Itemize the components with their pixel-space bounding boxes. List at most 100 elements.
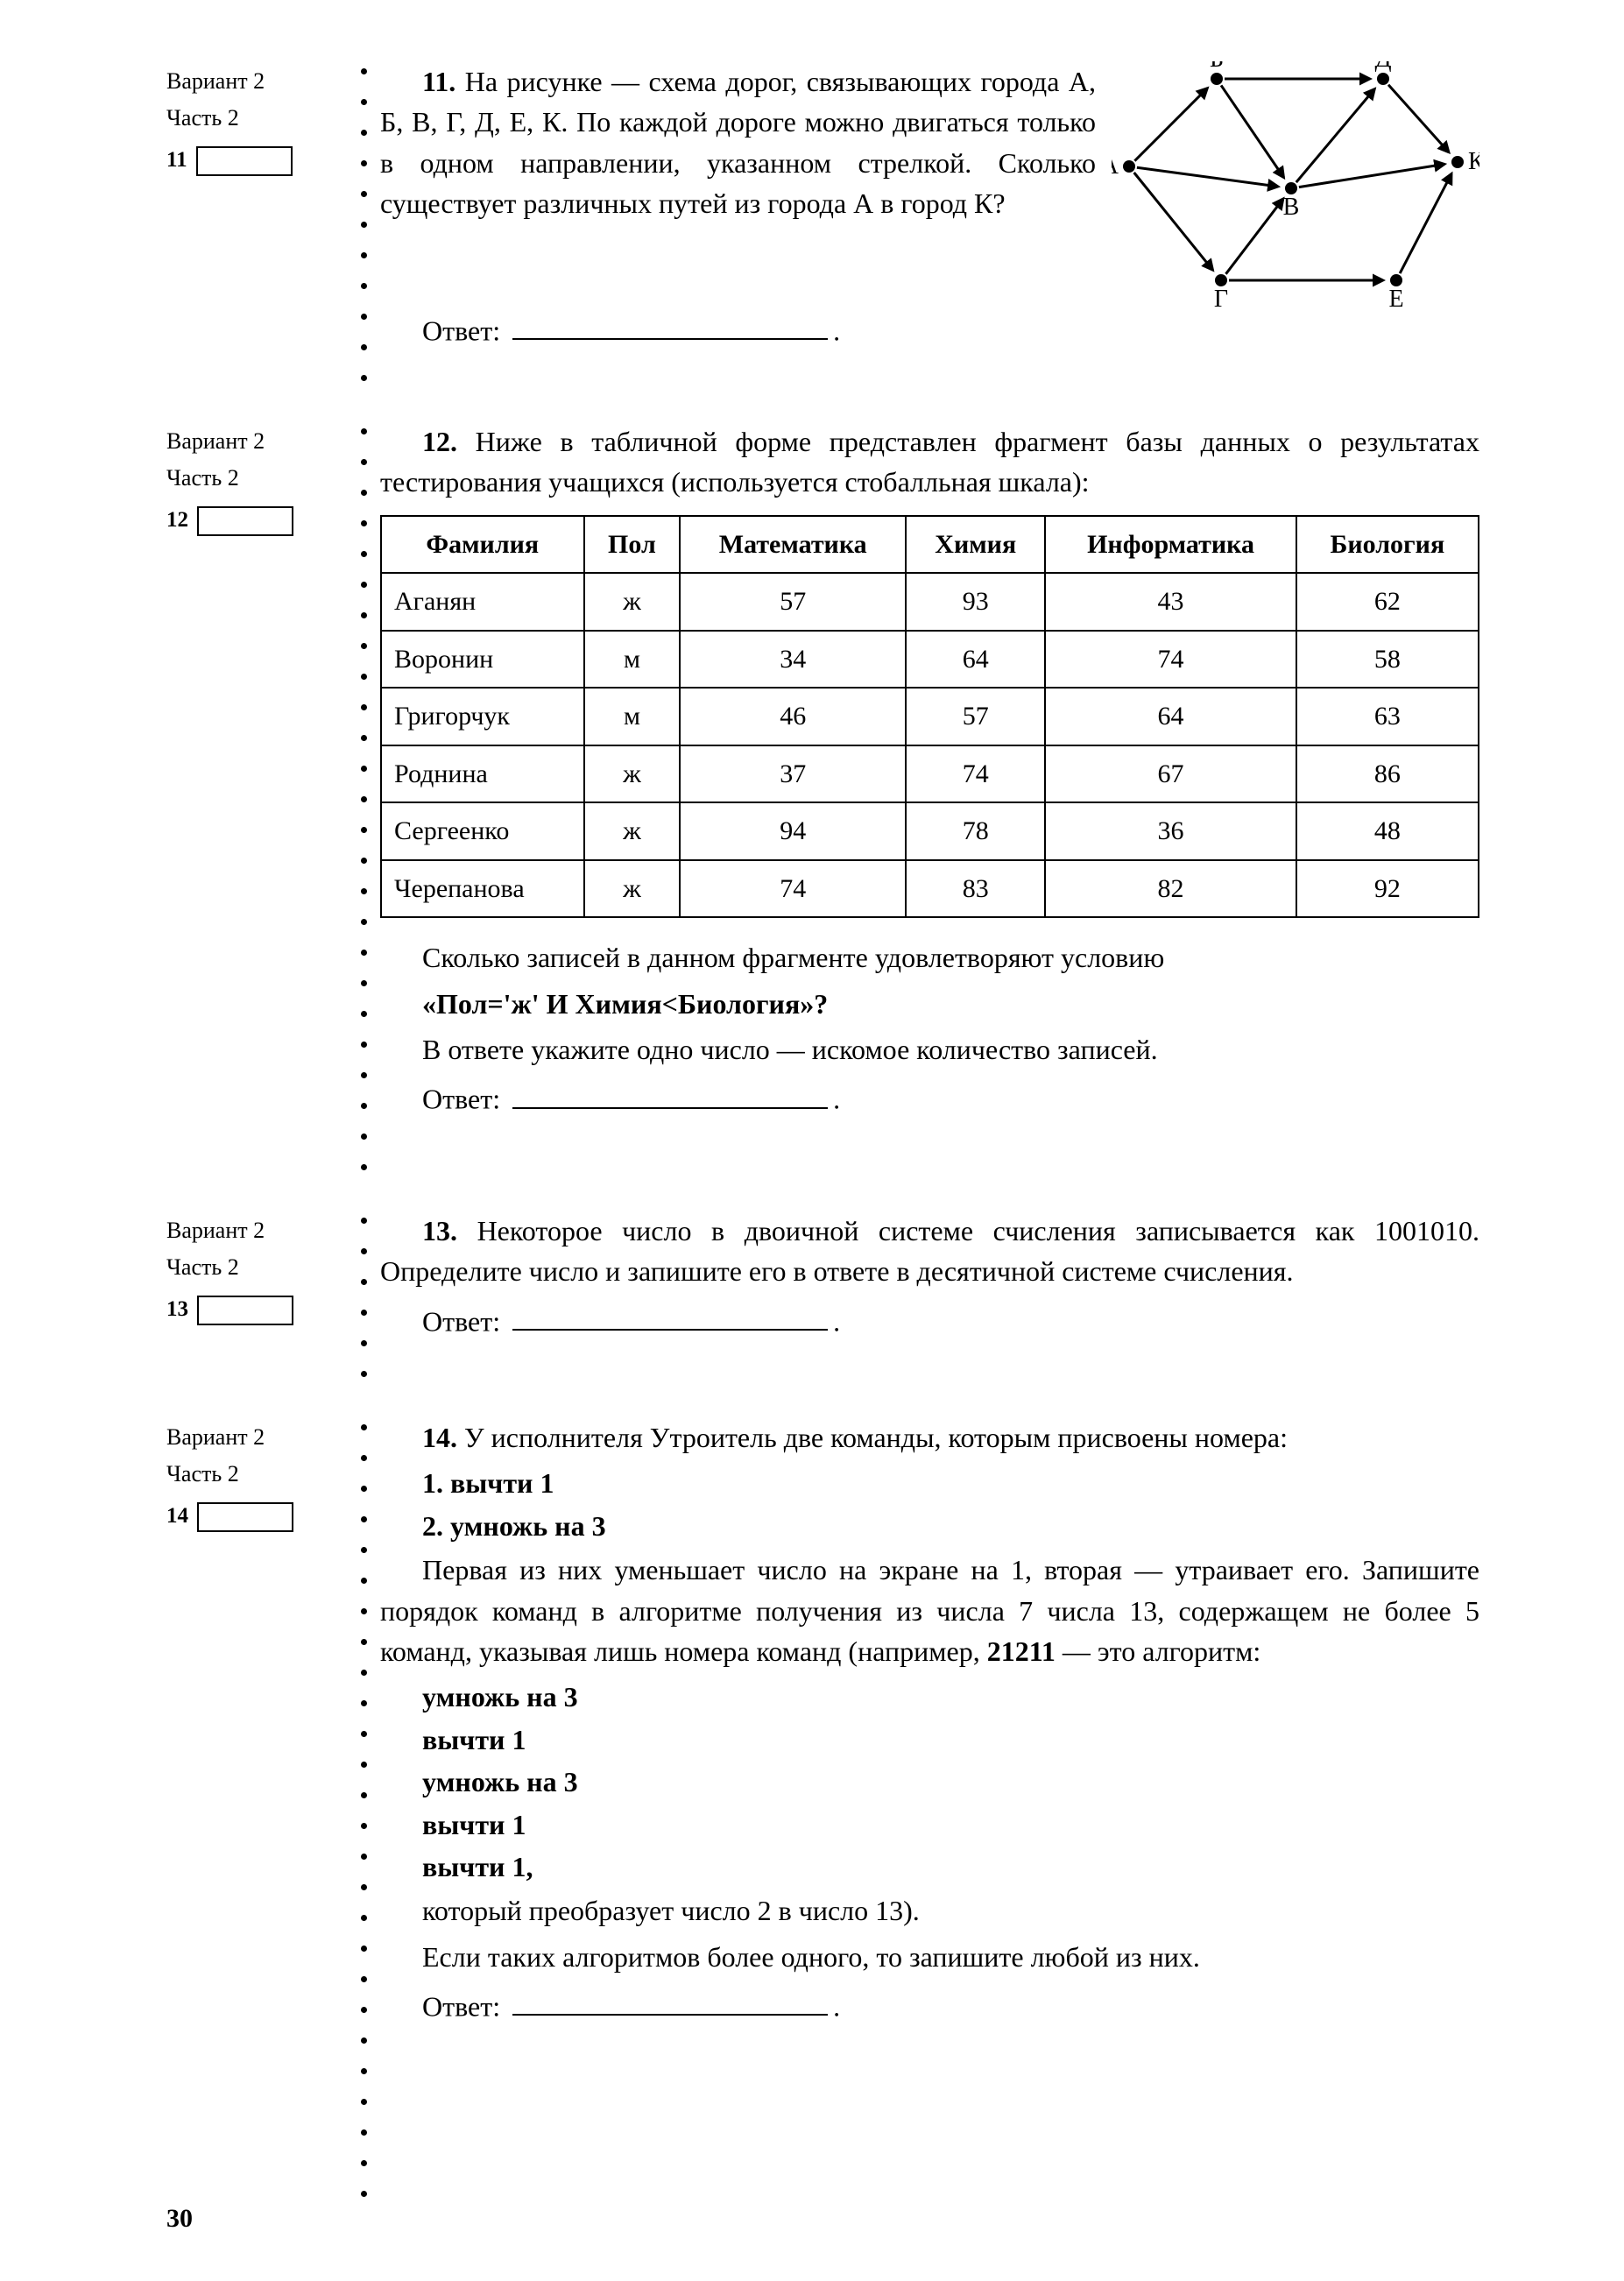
problem-text: Некоторое число в двоичной системе счисл… [380,1215,1479,1287]
part-label: Часть 2 [166,102,350,135]
data-table: ФамилияПолМатематикаХимияИнформатикаБиол… [380,515,1479,919]
answer-input-box[interactable] [197,1502,293,1532]
example-tail: который преобразует число 2 в число 13). [380,1890,1479,1931]
table-cell: ж [584,573,681,631]
problem-content: 13. Некоторое число в двоичной системе с… [377,1211,1479,1347]
table-cell: 78 [906,802,1045,860]
table-row: Воронинм34647458 [381,631,1479,689]
graph-edge [1299,164,1444,187]
graph-node-label: Д [1374,61,1391,73]
table-row: Григорчукм46576463 [381,688,1479,745]
table-header: Химия [906,516,1045,574]
answer-blank[interactable] [512,1982,828,2016]
command: 1. вычти 1 [422,1463,1479,1503]
sidebar-marker: Вариант 2 Часть 2 14 [166,1417,350,1533]
dot-separator [350,421,377,1195]
graph-node [1123,160,1135,173]
table-cell: Роднина [381,745,584,803]
table-cell: 37 [680,745,906,803]
table-cell: ж [584,745,681,803]
graph-node-label: А [1112,152,1119,180]
question-text: Сколько записей в данном фрагменте удовл… [380,937,1479,978]
table-cell: м [584,688,681,745]
graph-node [1390,274,1402,286]
condition-text: «Пол='ж' И Химия<Биология»? [380,984,1479,1024]
sidebar-marker: Вариант 2 Часть 2 13 [166,1211,350,1326]
roads-graph: АБВГДКЕ [1112,61,1479,307]
problem-number: 11 [166,145,187,176]
table-cell: 82 [1045,860,1296,918]
answer-input-box[interactable] [197,506,293,536]
sidebar-marker: Вариант 2 Часть 2 11 [166,61,350,177]
table-row: Черепановаж74838292 [381,860,1479,918]
table-cell: 93 [906,573,1045,631]
table-cell: 62 [1296,573,1479,631]
graph-node-label: Г [1214,286,1228,307]
dot-separator [350,61,377,406]
example-step: умножь на 3 [422,1677,1479,1717]
table-cell: 64 [1045,688,1296,745]
answer-line: Ответ: . [380,1075,1479,1119]
answer-blank[interactable] [512,1297,828,1331]
table-cell: 34 [680,631,906,689]
table-header: Математика [680,516,906,574]
graph-node [1285,182,1297,194]
graph-edge [1296,88,1375,182]
table-cell: 83 [906,860,1045,918]
answer-line: Ответ: . [380,307,1479,351]
part-label: Часть 2 [166,1458,350,1491]
problem-12: Вариант 2 Часть 2 12 12. Ниже в таблично… [166,421,1479,1195]
table-cell: 86 [1296,745,1479,803]
table-cell: Воронин [381,631,584,689]
problem-intro: У исполнителя Утроитель две команды, кот… [464,1422,1288,1453]
table-cell: 64 [906,631,1045,689]
table-row: Сергеенкож94783648 [381,802,1479,860]
graph-edge [1134,173,1213,270]
problem-11: Вариант 2 Часть 2 11 11. На рисунке — сх… [166,61,1479,406]
answer-input-box[interactable] [197,1296,293,1325]
table-cell: 46 [680,688,906,745]
command-list: 1. вычти 1 2. умножь на 3 [380,1463,1479,1546]
answer-blank[interactable] [512,307,828,340]
variant-label: Вариант 2 [166,1214,350,1247]
page-number: 30 [166,2200,193,2238]
table-cell: 67 [1045,745,1296,803]
problem-content: 11. На рисунке — схема дорог, связывающи… [377,61,1479,357]
answer-blank[interactable] [512,1075,828,1108]
part-label: Часть 2 [166,462,350,495]
graph-node [1377,73,1389,85]
graph-node-label: Е [1388,286,1403,307]
answer-line: Ответ: . [380,1297,1479,1342]
table-cell: 48 [1296,802,1479,860]
graph-node [1211,73,1223,85]
table-cell: 58 [1296,631,1479,689]
table-cell: 92 [1296,860,1479,918]
table-cell: 74 [1045,631,1296,689]
problem-intro: Ниже в табличной форме представлен фрагм… [380,426,1479,498]
problem-content: 14. У исполнителя Утроитель две команды,… [377,1417,1479,2032]
table-cell: 57 [906,688,1045,745]
problem-number: 12 [166,505,188,536]
command: 2. умножь на 3 [422,1506,1479,1546]
table-row: Аганянж57934362 [381,573,1479,631]
graph-edge [1221,85,1284,177]
answer-line: Ответ: . [380,1982,1479,2027]
variant-label: Вариант 2 [166,425,350,458]
page: Вариант 2 Часть 2 11 11. На рисунке — сх… [0,0,1624,2281]
graph-node [1215,274,1227,286]
table-cell: Аганян [381,573,584,631]
table-cell: 74 [906,745,1045,803]
tail-text: Если таких алгоритмов более одного, то з… [380,1937,1479,1977]
example-step: умножь на 3 [422,1762,1479,1802]
graph-node-label: К [1468,148,1479,175]
question-text-2: В ответе укажите одно число — искомое ко… [380,1029,1479,1070]
table-header: Информатика [1045,516,1296,574]
graph-edge [1400,173,1451,273]
problem-number-inline: 11. [422,66,455,97]
table-cell: Сергеенко [381,802,584,860]
table-cell: 94 [680,802,906,860]
answer-input-box[interactable] [196,146,293,176]
table-cell: ж [584,860,681,918]
graph-node-label: В [1283,194,1300,221]
problem-14: Вариант 2 Часть 2 14 14. У исполнителя У… [166,1417,1479,2221]
